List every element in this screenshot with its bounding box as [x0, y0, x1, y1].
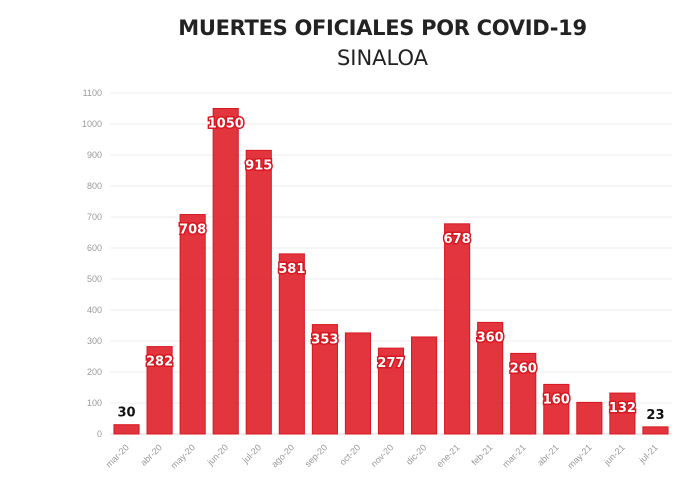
bar	[311, 324, 338, 435]
x-tick-label: sep-20	[303, 442, 330, 469]
data-label: 581	[278, 262, 305, 277]
data-label: 23	[646, 408, 664, 423]
x-tick-label: jul-20	[240, 442, 263, 465]
y-tick-label: 800	[87, 181, 102, 191]
x-tick-label: mar-21	[500, 442, 527, 469]
x-tick-label: ene-21	[435, 442, 462, 469]
x-tick-label: oct-20	[338, 442, 363, 467]
data-label: 30	[117, 406, 135, 421]
bar	[146, 346, 173, 435]
data-label: 277	[377, 356, 404, 371]
x-tick-label: may-20	[169, 442, 197, 470]
x-tick-label: dic-20	[404, 442, 428, 466]
bar	[278, 253, 305, 435]
bar	[344, 332, 372, 435]
bar	[477, 321, 504, 435]
data-label: 678	[444, 232, 471, 247]
bar	[444, 223, 471, 435]
bar	[609, 392, 636, 435]
bar	[576, 401, 603, 435]
x-tick-label: mar-20	[104, 442, 131, 469]
y-tick-label: 100	[87, 398, 102, 408]
bar	[543, 383, 570, 435]
data-label: 160	[543, 392, 570, 407]
data-label: 260	[510, 361, 537, 376]
x-tick-label: jun-21	[601, 442, 626, 467]
y-tick-label: 500	[87, 274, 102, 284]
y-tick-label: 200	[87, 367, 102, 377]
y-tick-label: 1000	[82, 119, 102, 129]
bar	[410, 336, 438, 435]
x-tick-label: abr-20	[139, 442, 164, 467]
x-tick-label: jul-21	[637, 442, 660, 465]
x-tick-label: may-21	[565, 442, 593, 470]
bar	[212, 108, 239, 435]
y-tick-label: 600	[87, 243, 102, 253]
y-tick-label: 0	[97, 429, 102, 439]
bar	[113, 424, 140, 435]
bar	[245, 149, 272, 435]
data-label: 360	[477, 330, 504, 345]
bar	[377, 347, 405, 435]
y-tick-label: 300	[87, 336, 102, 346]
data-label: 282	[146, 355, 173, 370]
data-label: 915	[245, 158, 272, 173]
chart-title: MUERTES OFICIALES POR COVID-19	[178, 16, 587, 40]
bar	[510, 352, 537, 435]
data-label: 708	[179, 223, 206, 238]
y-tick-label: 700	[87, 212, 102, 222]
data-label: 1050	[208, 117, 244, 132]
y-tick-label: 1100	[83, 88, 102, 98]
x-tick-label: nov-20	[369, 442, 396, 469]
x-tick-label: ago-20	[269, 442, 296, 469]
bar	[642, 426, 669, 435]
chart-subtitle: SINALOA	[336, 46, 429, 70]
x-tick-label: abr-21	[535, 442, 560, 467]
y-tick-label: 400	[87, 305, 102, 315]
y-tick-label: 900	[87, 150, 102, 160]
data-label: 132	[609, 401, 636, 416]
x-tick-label: jun-20	[205, 442, 230, 467]
bar	[179, 214, 206, 435]
data-label: 353	[311, 333, 338, 348]
x-tick-label: feb-21	[469, 442, 494, 467]
